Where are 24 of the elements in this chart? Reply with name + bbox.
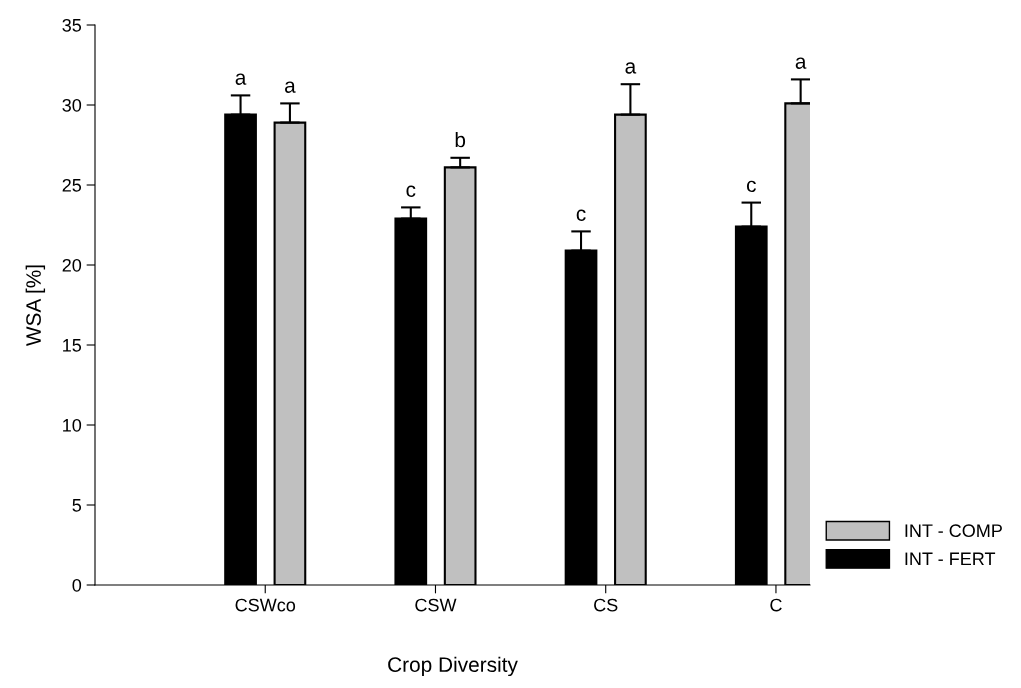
x-axis-title: Crop Diversity xyxy=(388,656,518,677)
data-label: b xyxy=(455,131,466,148)
x-tick-label: CSWco xyxy=(235,598,296,612)
data-label: c xyxy=(576,209,586,221)
data-label: c xyxy=(406,185,416,197)
x-tick-label: C xyxy=(770,598,782,612)
y-tick-label: 0 xyxy=(72,578,82,592)
y-tick-label: 15 xyxy=(63,339,82,352)
legend-label: INT - COMP xyxy=(905,524,1002,538)
y-tick-label: 20 xyxy=(62,258,82,272)
x-tick-label: CS xyxy=(594,598,618,612)
x-tick-label: CSW xyxy=(415,598,457,612)
data-label: a xyxy=(235,73,247,85)
data-label: a xyxy=(625,62,637,74)
data-label: c xyxy=(746,180,756,193)
y-tick-label: 5 xyxy=(72,499,82,512)
y-axis-title: WSA [%] xyxy=(25,265,46,347)
y-tick-label: 25 xyxy=(62,178,82,192)
legend-label: INT - FERT xyxy=(905,552,996,565)
y-tick-label: 30 xyxy=(62,98,82,112)
data-label: a xyxy=(795,57,807,69)
data-label: a xyxy=(285,81,296,93)
y-tick-label: 10 xyxy=(63,418,82,432)
y-tick-label: 35 xyxy=(62,18,82,32)
